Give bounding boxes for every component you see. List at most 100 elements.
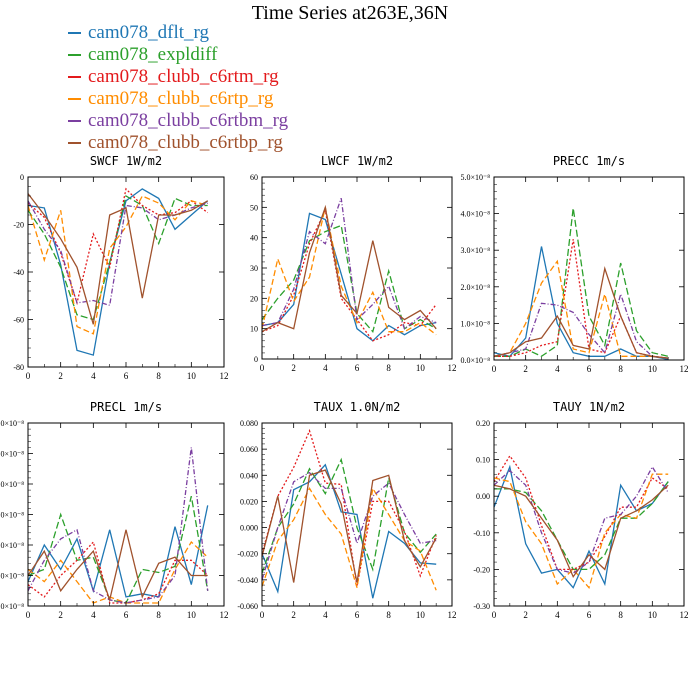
series-line: [261, 471, 437, 581]
x-tick-label: 10: [416, 610, 426, 620]
x-tick-label: 10: [416, 363, 426, 373]
y-tick-label: 4.0×10⁻⁸: [460, 210, 490, 219]
y-tick-label: 6.0×10⁻⁸: [0, 419, 24, 428]
plot-frame: [493, 176, 685, 361]
legend-item: cam078_expldiff: [68, 44, 288, 66]
series-line: [27, 447, 209, 604]
series-line: [261, 208, 437, 342]
chart-title: LWCF 1W/m2: [321, 154, 393, 168]
series-line: [493, 291, 669, 359]
series-line: [261, 457, 437, 574]
legend-item: cam078_clubb_c6rtm_rg: [68, 66, 288, 88]
y-tick-label: -0.060: [237, 602, 258, 611]
y-tick-label: 50: [250, 203, 258, 212]
series-line: [27, 496, 209, 604]
series-line: [494, 481, 669, 571]
x-tick-label: 0: [260, 610, 265, 620]
chart-panel: PRECL 1m/s 0 2 4 6 8 10 12 0.0×10⁻⁸ 1.0×10⁻⁸ 2.0×1…: [0, 400, 229, 620]
y-tick-label: 0.060: [240, 445, 258, 454]
y-tick-label: 4.0×10⁻⁸: [0, 480, 24, 489]
chart-title: PRECC 1m/s: [553, 154, 625, 168]
y-tick-label: 0: [20, 173, 24, 182]
series-line: [261, 204, 437, 333]
legend-label: cam078_clubb_c6rtbp_rg: [88, 132, 283, 153]
legend-item: cam078_clubb_c6rtbm_rg: [68, 110, 288, 132]
y-tick-label: -0.040: [237, 576, 258, 585]
x-tick-label: 4: [323, 363, 328, 373]
series-line: [494, 239, 669, 359]
y-tick-label: 1.0×10⁻⁸: [0, 572, 24, 581]
x-tick-label: 2: [291, 610, 296, 620]
y-tick-label: 30: [250, 264, 258, 273]
series-line: [261, 212, 437, 342]
y-tick-label: 60: [250, 173, 258, 182]
chart-title: PRECL 1m/s: [90, 400, 162, 414]
series-line: [493, 259, 669, 359]
x-tick-label: 12: [220, 610, 229, 620]
series-line: [261, 197, 437, 330]
y-tick-label: 2.0×10⁻⁸: [460, 283, 490, 292]
x-tick-label: 12: [680, 610, 689, 620]
series-line: [261, 463, 437, 599]
x-tick-label: 12: [220, 371, 229, 381]
legend-label: cam078_clubb_c6rtp_rg: [88, 88, 274, 109]
x-tick-label: 8: [156, 610, 161, 620]
x-tick-label: 0: [26, 371, 31, 381]
series-line: [27, 540, 209, 604]
series-line: [493, 484, 669, 579]
legend-label: cam078_clubb_c6rtm_rg: [88, 66, 279, 87]
x-tick-label: 8: [386, 363, 391, 373]
x-tick-label: 2: [291, 363, 296, 373]
chart-title: TAUX 1.0N/m2: [314, 400, 401, 414]
series-line: [261, 486, 437, 591]
y-tick-label: 0.00: [476, 492, 490, 501]
series-line: [493, 246, 669, 360]
y-tick-label: 2.0×10⁻⁸: [0, 541, 24, 550]
series-line: [261, 428, 437, 587]
y-tick-label: -60: [13, 316, 24, 325]
x-tick-label: 10: [187, 610, 197, 620]
y-tick-label: 20: [250, 294, 258, 303]
x-tick-label: 8: [618, 610, 623, 620]
x-tick-label: 0: [492, 610, 497, 620]
chart-panel: LWCF 1W/m2 0 2 4 6 8 10 12 0 10 20 30 40 50 60: [250, 154, 457, 373]
legend-item: cam078_dflt_rg: [68, 22, 288, 44]
series-line: [27, 529, 208, 603]
legend-label: cam078_dflt_rg: [88, 22, 210, 43]
y-tick-label: 10: [250, 325, 258, 334]
x-tick-label: 6: [587, 610, 592, 620]
legend-swatch: [68, 97, 81, 100]
y-tick-label: 3.0×10⁻⁸: [460, 246, 490, 255]
y-tick-label: 0.020: [240, 497, 258, 506]
series-line: [261, 469, 437, 583]
y-tick-label: -80: [13, 363, 24, 372]
series-line: [27, 200, 208, 307]
x-tick-label: 12: [448, 363, 457, 373]
x-tick-label: 10: [648, 364, 658, 374]
y-tick-label: 5.0×10⁻⁸: [460, 173, 490, 182]
x-tick-label: 2: [523, 610, 528, 620]
series-line: [27, 193, 209, 325]
series-line: [493, 454, 669, 571]
y-tick-label: 0.000: [240, 524, 258, 533]
y-tick-label: 0.080: [240, 419, 258, 428]
y-tick-label: 0.20: [476, 419, 490, 428]
x-tick-label: 8: [386, 610, 391, 620]
legend-swatch: [68, 75, 81, 78]
y-tick-label: -0.20: [473, 565, 490, 574]
x-tick-label: 6: [587, 364, 592, 374]
series-line: [27, 187, 209, 306]
legend-label: cam078_expldiff: [88, 44, 218, 65]
series-line: [27, 540, 209, 604]
chart-panel: PRECC 1m/s 0 2 4 6 8 10 12 0.0×10⁻⁸ 1.0×10⁻⁸ 2.0×1…: [460, 154, 688, 374]
legend-label: cam078_clubb_c6rtbm_rg: [88, 110, 289, 131]
x-tick-label: 12: [448, 610, 457, 620]
x-tick-label: 6: [355, 610, 360, 620]
series-line: [493, 265, 669, 359]
x-tick-label: 8: [618, 364, 623, 374]
series-line: [493, 465, 669, 574]
series-line: [27, 195, 208, 335]
x-tick-label: 10: [187, 371, 197, 381]
chart-title: TAUY 1N/m2: [553, 400, 625, 414]
